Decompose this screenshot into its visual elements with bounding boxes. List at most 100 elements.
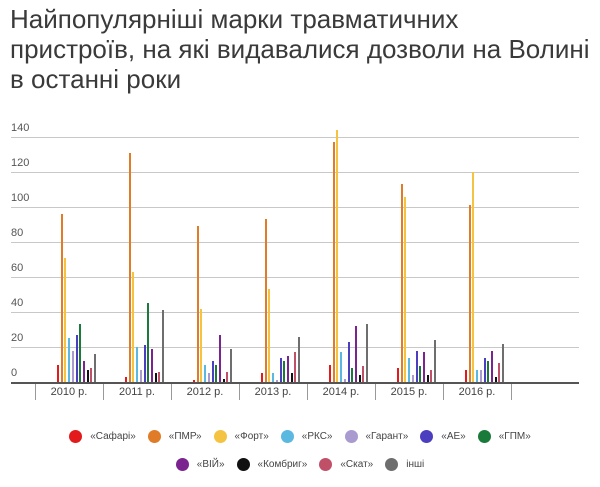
bar (79, 324, 82, 382)
x-tick-label: 2011 р. (119, 386, 155, 398)
bar (494, 376, 497, 382)
bar (125, 376, 127, 382)
bar (498, 362, 501, 382)
y-tick-label: 100 (11, 192, 30, 204)
bar (154, 373, 157, 382)
legend-item[interactable]: «Сафарі» (69, 430, 136, 443)
bar (272, 373, 275, 382)
chart-title: Найпопулярніші марки травматичних пристр… (10, 4, 590, 94)
bar (411, 375, 414, 382)
bar (268, 289, 271, 382)
legend-item[interactable]: «ПМР» (147, 430, 202, 443)
bar (358, 375, 361, 382)
bar (279, 357, 282, 382)
legend-color-dot-icon (175, 458, 189, 471)
bar (362, 366, 365, 382)
y-tick-label: 120 (11, 157, 30, 169)
x-tick-label: 2014 р. (322, 386, 360, 398)
legend-row-1: «Сафарі» «ПМР» «Форт» «РКС» «Гарант» «АЕ» «ГПМ… (0, 430, 600, 443)
y-tick-label: 60 (11, 262, 24, 274)
bar (354, 326, 357, 382)
legend-label: «ВІЙ» (196, 459, 225, 470)
legend-color-dot-icon (213, 430, 227, 443)
bar (75, 334, 78, 382)
bar (264, 219, 267, 382)
bar (275, 380, 278, 382)
bar (483, 357, 486, 382)
bar (343, 378, 346, 382)
bar (132, 271, 135, 382)
legend-color-dot-icon (319, 458, 333, 471)
gridline (11, 172, 579, 173)
bar (82, 361, 85, 382)
gridline (11, 137, 579, 138)
bar (298, 336, 300, 382)
bar (218, 334, 221, 382)
x-tick-label: 2013 р. (254, 386, 292, 398)
bar (468, 205, 471, 382)
x-tick (375, 384, 376, 400)
legend-item[interactable]: «Форт» (213, 430, 269, 443)
bar (215, 364, 218, 382)
legend-color-dot-icon (385, 458, 399, 471)
x-tick-label: 2012 р. (186, 386, 224, 398)
legend-color-dot-icon (147, 430, 161, 443)
legend-item[interactable]: «РКС» (280, 430, 333, 443)
legend-label: «Комбриг» (257, 459, 308, 470)
legend-item[interactable]: «Скат» (319, 458, 373, 471)
bar (60, 214, 63, 382)
x-tick-label: 2016 р. (458, 386, 496, 398)
legend-item[interactable]: «ГПМ» (477, 430, 531, 443)
legend-label: «Скат» (340, 459, 374, 470)
x-tick (307, 384, 308, 400)
legend-item[interactable]: «ВІЙ» (175, 458, 225, 471)
bar (415, 350, 418, 382)
bar (347, 341, 350, 382)
bar (329, 364, 331, 382)
y-tick-label: 0 (11, 367, 18, 379)
bar (158, 371, 161, 382)
bar (139, 369, 142, 382)
gridline (11, 277, 579, 278)
bar (434, 340, 436, 382)
bar (404, 196, 407, 382)
legend-color-dot-icon (420, 430, 434, 443)
bar (336, 130, 339, 382)
bar (487, 361, 490, 382)
bar (226, 371, 229, 382)
bar (472, 172, 475, 382)
legend-color-dot-icon (236, 458, 250, 471)
bar (207, 373, 210, 382)
y-tick-label: 40 (11, 297, 24, 309)
bar (430, 369, 433, 382)
bar (230, 348, 232, 382)
legend-label: «Сафарі» (90, 431, 136, 442)
bar (204, 364, 207, 382)
legend-item[interactable]: інші (385, 458, 424, 471)
bar (408, 357, 411, 382)
x-tick (103, 384, 104, 400)
legend-label: «Форт» (234, 431, 269, 442)
legend-label: «АЕ» (441, 431, 466, 442)
legend-item[interactable]: «Комбриг» (236, 458, 308, 471)
bar (332, 142, 335, 382)
y-tick-label: 20 (11, 332, 24, 344)
bar (64, 257, 67, 382)
x-tick (35, 384, 36, 400)
legend-label: «Гарант» (365, 431, 409, 442)
x-tick (171, 384, 172, 400)
legend-color-dot-icon (69, 430, 83, 443)
bar (261, 373, 263, 382)
legend-item[interactable]: «Гарант» (344, 430, 409, 443)
bar (150, 348, 153, 382)
bar (90, 368, 93, 382)
legend-label: «ГПМ» (498, 431, 531, 442)
legend-item[interactable]: «АЕ» (420, 430, 466, 443)
bar (57, 364, 59, 382)
bar (196, 226, 199, 382)
bar (283, 361, 286, 382)
bar (294, 352, 297, 382)
legend-color-dot-icon (280, 430, 294, 443)
bar (419, 366, 422, 382)
